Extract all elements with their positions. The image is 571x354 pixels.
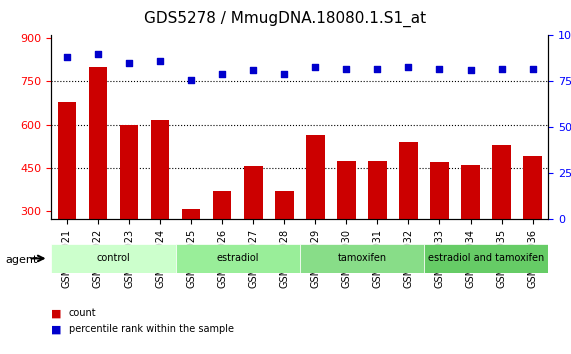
Point <box>280 71 289 77</box>
Point <box>94 51 103 57</box>
Point <box>124 60 134 66</box>
Point <box>497 66 506 72</box>
Bar <box>430 162 449 219</box>
Point <box>342 66 351 72</box>
Text: tamoxifen: tamoxifen <box>337 253 387 263</box>
FancyBboxPatch shape <box>300 244 424 273</box>
Point <box>155 58 164 64</box>
Text: GDS5278 / MmugDNA.18080.1.S1_at: GDS5278 / MmugDNA.18080.1.S1_at <box>144 11 427 27</box>
Point <box>311 64 320 69</box>
FancyBboxPatch shape <box>424 244 548 273</box>
Text: agent: agent <box>6 255 38 265</box>
Bar <box>58 102 77 219</box>
Bar <box>492 145 511 219</box>
Point <box>404 64 413 69</box>
Text: control: control <box>96 253 130 263</box>
Bar <box>399 142 418 219</box>
Text: count: count <box>69 308 96 318</box>
FancyBboxPatch shape <box>51 244 176 273</box>
Point <box>466 68 475 73</box>
Bar <box>182 210 200 219</box>
Bar <box>523 156 542 219</box>
Bar <box>306 135 324 219</box>
Bar <box>151 120 170 219</box>
Point <box>528 66 537 72</box>
Bar <box>275 191 293 219</box>
Text: ■: ■ <box>51 308 62 318</box>
Bar <box>89 67 107 219</box>
Point <box>187 77 196 82</box>
Text: estradiol: estradiol <box>216 253 259 263</box>
Bar <box>244 166 263 219</box>
Text: estradiol and tamoxifen: estradiol and tamoxifen <box>428 253 544 263</box>
Point <box>218 71 227 77</box>
Text: ■: ■ <box>51 324 62 334</box>
Bar <box>337 160 356 219</box>
Point <box>248 68 258 73</box>
Bar <box>120 125 138 219</box>
FancyBboxPatch shape <box>176 244 300 273</box>
Point <box>373 66 382 72</box>
Text: percentile rank within the sample: percentile rank within the sample <box>69 324 234 334</box>
Point <box>435 66 444 72</box>
Bar <box>213 191 231 219</box>
Point <box>62 55 71 60</box>
Bar <box>368 160 387 219</box>
Bar <box>461 165 480 219</box>
